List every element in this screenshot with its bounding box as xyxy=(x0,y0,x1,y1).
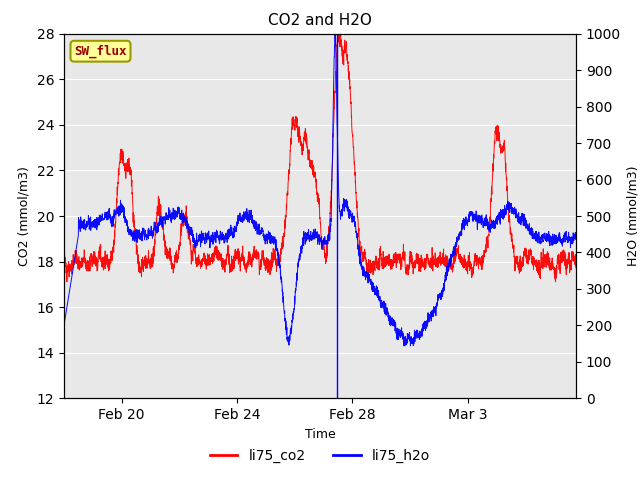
Y-axis label: CO2 (mmol/m3): CO2 (mmol/m3) xyxy=(18,166,31,266)
Title: CO2 and H2O: CO2 and H2O xyxy=(268,13,372,28)
Text: SW_flux: SW_flux xyxy=(74,45,127,58)
Y-axis label: H2O (mmol/m3): H2O (mmol/m3) xyxy=(627,166,639,266)
X-axis label: Time: Time xyxy=(305,428,335,441)
Legend: li75_co2, li75_h2o: li75_co2, li75_h2o xyxy=(204,443,436,468)
